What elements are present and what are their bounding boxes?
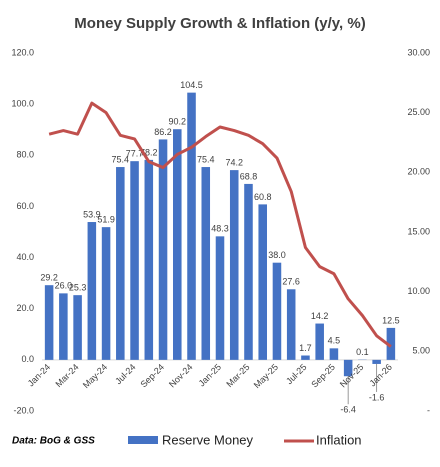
y2-tick-label: 20.00 [407,167,430,177]
bar [201,167,211,360]
x-tick-label: Jan-25 [197,362,224,389]
value-label: 25.3 [69,283,87,293]
value-label: 12.5 [382,315,400,325]
bar [272,262,282,360]
y-tick-label: 80.0 [16,150,34,160]
bar [173,129,182,360]
y2-tick-label: 5.00 [412,346,430,356]
value-label: 14.2 [311,311,329,321]
value-label: -1.6 [369,392,385,402]
x-tick-label: May-25 [252,362,280,390]
bar [258,204,267,360]
value-label: 75.4 [197,154,215,164]
x-tick-label: Sep-25 [309,362,337,390]
bar [343,359,353,377]
y-tick-label: 120.0 [11,47,34,57]
y-tick-label: 60.0 [16,201,34,211]
x-tick-label: Jul-25 [284,362,308,386]
bar [144,159,154,360]
value-label: 1.7 [299,343,312,353]
y-tick-label: 40.0 [16,252,34,262]
value-label: 90.2 [169,117,187,127]
bar [87,222,97,360]
legend-label: Inflation [316,432,362,447]
legend-label: Reserve Money [162,432,254,447]
y2-tick-label: 10.00 [407,286,430,296]
bar [315,323,324,360]
bar [59,293,68,360]
x-tick-label: Mar-25 [224,362,251,389]
value-label: 27.6 [282,277,300,287]
value-label: 68.8 [240,171,258,181]
bar [244,183,253,360]
value-label: 38.0 [268,250,286,260]
chart-title: Money Supply Growth & Inflation (y/y, %) [74,15,365,32]
y2-tick-label: - [427,405,430,415]
value-label: 53.9 [83,209,101,219]
value-label: -6.4 [340,405,356,415]
value-label: 29.2 [40,273,58,283]
bar [286,289,296,360]
value-label: 104.5 [180,80,203,90]
x-tick-label: Sep-24 [139,362,167,390]
bar [187,92,196,360]
bar [73,295,82,360]
x-tick-label: Jan-24 [26,362,53,389]
value-label: 77.7 [126,149,144,159]
value-label: 75.4 [112,154,130,164]
x-tick-label: Jul-24 [113,362,137,386]
bar [329,348,339,360]
value-label: 86.2 [154,127,172,137]
value-label: 78.2 [140,147,158,157]
x-tick-label: May-24 [81,362,109,390]
value-label: 4.5 [328,336,341,346]
bar [44,285,54,360]
source: Data: BoG & GSS [12,436,95,447]
value-label: 74.2 [225,157,243,167]
bar [372,359,381,364]
y-tick-label: 0.0 [21,354,34,364]
y2-tick-label: 25.00 [407,107,430,117]
value-label: 26.0 [55,281,73,291]
bar [229,170,239,360]
legend-swatch [128,436,158,444]
bar [386,327,396,360]
value-label: 51.9 [97,215,115,225]
y2-tick-label: 15.00 [407,226,430,236]
x-tick-label: Jan-26 [367,362,394,389]
y-tick-label: -20.0 [13,405,34,415]
value-label: 0.1 [356,347,369,357]
y-tick-label: 20.0 [16,303,34,313]
bar [215,236,225,360]
bar [130,161,139,360]
y2-tick-label: 30.00 [407,47,430,57]
x-tick-label: Mar-24 [53,362,80,389]
value-label: 60.8 [254,192,272,202]
y-tick-label: 100.0 [11,99,34,109]
line [48,101,392,348]
bar [116,167,125,360]
value-label: 48.3 [211,224,229,234]
bar [301,355,310,360]
bar [158,139,168,360]
bar [101,227,111,360]
x-tick-label: Nov-24 [167,362,195,390]
